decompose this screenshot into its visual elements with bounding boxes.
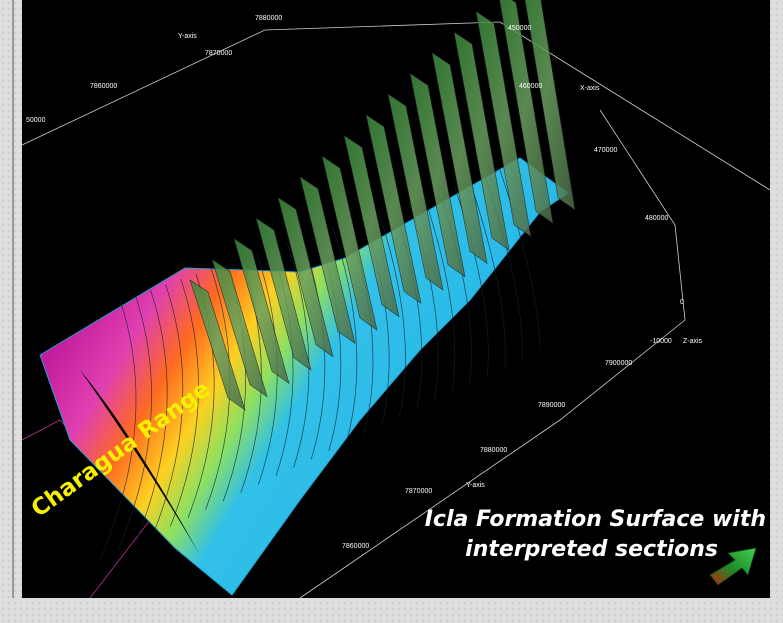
scene: 7880000 Y-axis 7870000 7860000 50000 450000 46… <box>0 0 783 623</box>
axis-label: 7870000 <box>405 488 432 495</box>
axis-label: Y-axis <box>466 482 485 489</box>
axis-label: -10000 <box>650 338 672 345</box>
axis-label: 7900000 <box>605 360 632 367</box>
axis-label: 7870000 <box>205 50 232 57</box>
axis-label: 7880000 <box>255 15 282 22</box>
axis-label: 450000 <box>508 25 531 32</box>
page: 7880000 Y-axis 7870000 7860000 50000 450000 46… <box>0 0 783 623</box>
caption-line: interpreted sections <box>465 537 718 562</box>
axis-label: 460000 <box>519 83 542 90</box>
axis-label: 480000 <box>645 215 668 222</box>
axis-label: 7860000 <box>90 83 117 90</box>
axis-label: 7860000 <box>342 543 369 550</box>
axis-label: 470000 <box>594 147 617 154</box>
caption-line: Icla Formation Surface with <box>425 507 766 532</box>
axis-label: 7890000 <box>538 402 565 409</box>
axis-label: Y-axis <box>178 33 197 40</box>
axis-label: 7880000 <box>480 447 507 454</box>
axis-label: 50000 <box>26 117 46 124</box>
axis-label: 0 <box>680 299 684 306</box>
axis-label: Z-axis <box>683 338 703 345</box>
axis-label: X-axis <box>580 85 600 92</box>
